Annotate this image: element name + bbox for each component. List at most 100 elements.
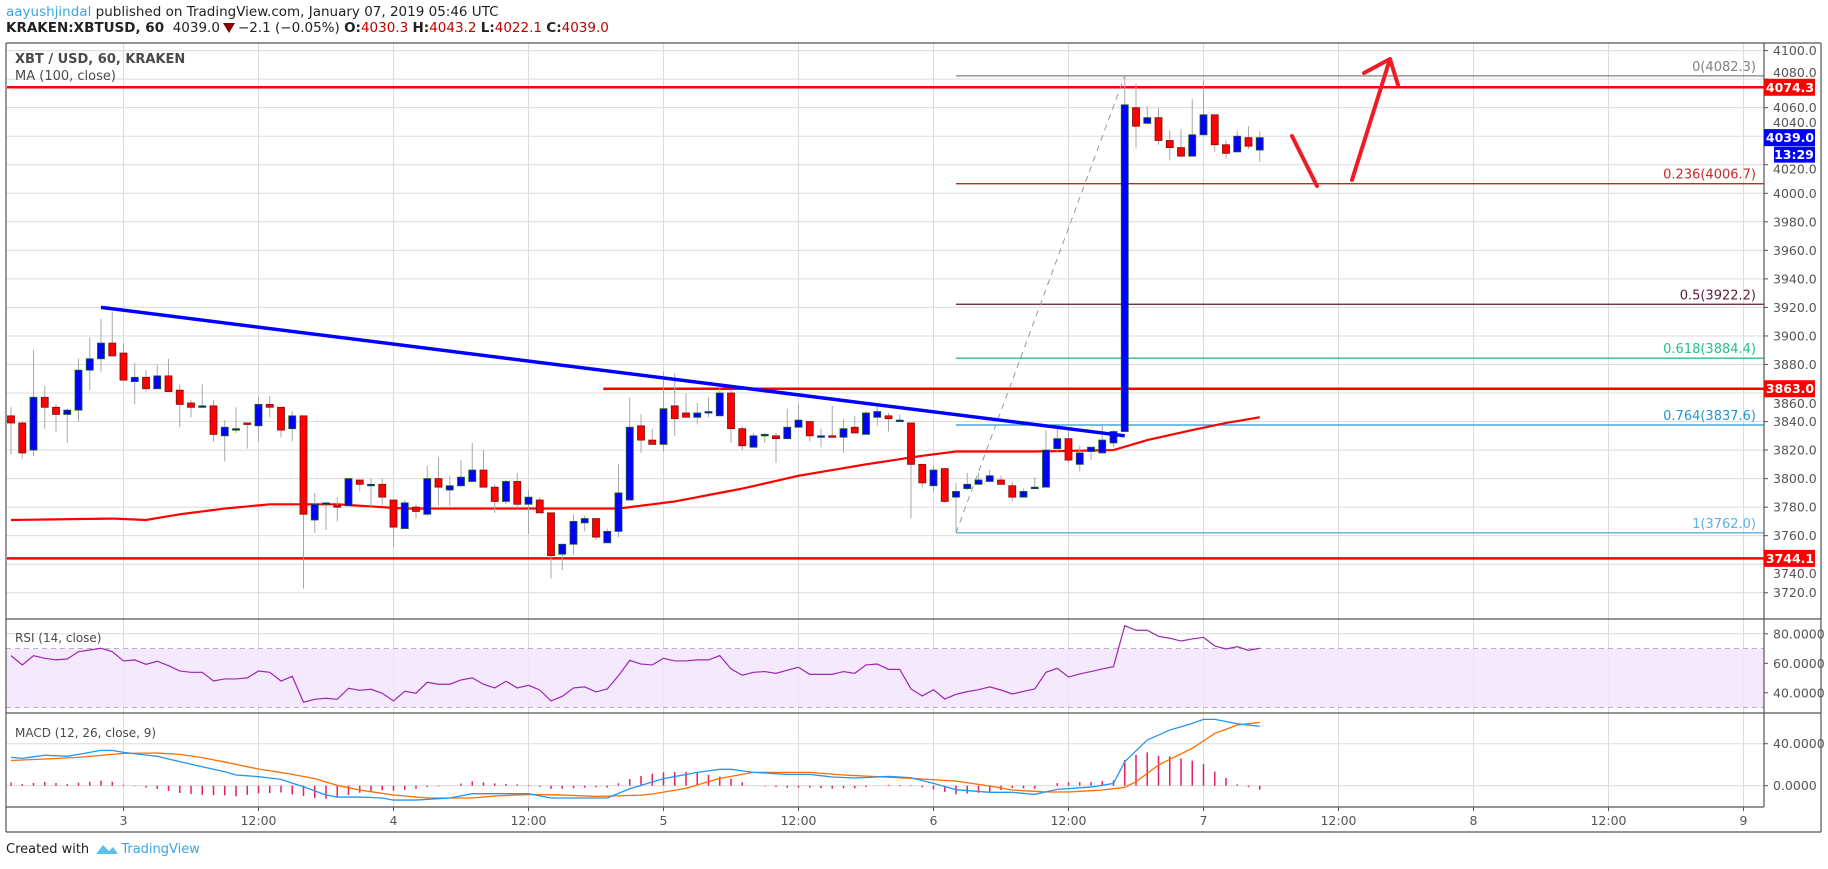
x-tick-label: 9 [1740, 813, 1748, 828]
candle-down [1222, 144, 1230, 154]
open-value: 4030.3 [360, 20, 409, 36]
candle-down [535, 499, 544, 514]
candle-up [760, 433, 769, 437]
high-label: H: [412, 20, 430, 36]
candle-up [704, 411, 713, 414]
candle-down [1154, 117, 1163, 141]
candle-down [1244, 137, 1253, 147]
candle-down [997, 479, 1005, 485]
low-value: 4022.1 [494, 20, 542, 36]
y-tick-label: 4040.0 [1773, 115, 1817, 130]
candle-down [378, 483, 387, 498]
candle-up [232, 428, 240, 431]
candle-up [625, 426, 634, 501]
candle-down [209, 405, 218, 435]
open-label: O: [344, 20, 361, 36]
candle-down [670, 405, 679, 420]
countdown-badge-bg [1774, 146, 1815, 163]
candle-up [580, 518, 589, 524]
candle-up [1053, 438, 1062, 450]
candle-down [412, 506, 420, 512]
trendline [100, 305, 1125, 438]
candle-up [344, 478, 353, 507]
candle-up [1030, 486, 1039, 490]
level-price-badge: 3744.1 [1766, 551, 1814, 566]
candle-down [592, 518, 600, 538]
author-link[interactable]: aayushjindal [6, 4, 92, 20]
candle-down [479, 469, 488, 488]
y-tick-label: 3860.0 [1773, 396, 1817, 411]
candle-up [1109, 431, 1118, 444]
candle-down [850, 426, 859, 434]
countdown-badge: 13:29 [1774, 147, 1814, 162]
indicators [10, 624, 1261, 801]
candle-up [524, 496, 533, 505]
candle-up [659, 408, 668, 445]
macd-line [10, 718, 1260, 801]
y-tick-label: 3740.0 [1773, 566, 1817, 581]
candle-up [254, 404, 263, 427]
x-tick-label: 4 [390, 813, 398, 828]
candle-down [490, 486, 499, 502]
candle-down [547, 512, 555, 557]
x-tick-label: 3 [120, 813, 128, 828]
candle-up [468, 469, 477, 482]
y-tick-label: 3840.0 [1773, 414, 1817, 429]
level-price-badge-bg [1764, 78, 1815, 96]
macd-y-tick-label: 0.0000 [1773, 778, 1817, 793]
y-tick-label: 3780.0 [1773, 500, 1817, 515]
candle-up [794, 419, 803, 428]
candle-down [1165, 140, 1174, 149]
candle-up [952, 491, 960, 498]
candle-up [1188, 134, 1197, 157]
y-tick-label: 3880.0 [1773, 357, 1817, 372]
candle-up [198, 405, 207, 408]
candle-up [445, 485, 454, 491]
candle-up [74, 369, 83, 411]
candle-up [839, 428, 848, 438]
candle-up [220, 426, 229, 437]
candle-down [277, 406, 285, 431]
candle-up [715, 392, 724, 417]
y-tick-label: 4080.0 [1773, 65, 1817, 80]
candle-up [85, 358, 94, 371]
tradingview-logo-icon [96, 845, 119, 854]
candle-down [52, 406, 60, 415]
candle-down [265, 404, 274, 408]
fibonacci-retracement: 0(4082.3) 0.236(4006.7) 0.5(3922.2) 0.618(3… [955, 60, 1764, 534]
last-price-badge: 4039.0 [1766, 130, 1815, 145]
candle-down [940, 468, 949, 502]
candle-up [569, 521, 578, 545]
candle-up [1120, 104, 1129, 432]
candle-down [1177, 147, 1185, 157]
close-label: C: [546, 20, 562, 36]
candle-down [355, 479, 364, 485]
candle-up [895, 419, 904, 423]
candle-up [29, 396, 38, 451]
candle-up [322, 502, 330, 505]
candle-up [1019, 491, 1028, 498]
rsi-legend: RSI (14, close) [15, 631, 101, 645]
y-tick-label: 3940.0 [1773, 271, 1817, 286]
candle-up [1042, 449, 1050, 488]
y-tick-label: 4020.0 [1773, 162, 1817, 177]
up-arrow-icon [1350, 57, 1400, 182]
price-change: −2.1 (−0.05%) [237, 20, 340, 36]
candle-up [558, 543, 567, 555]
publish-info: aayushjindal published on TradingView.co… [6, 4, 499, 20]
candle-up [974, 479, 983, 485]
candle-up [873, 411, 882, 418]
fib-diagonal [955, 75, 1126, 533]
tradingview-link[interactable]: TradingView [121, 842, 200, 857]
x-tick-label: 6 [930, 813, 938, 828]
candle-down [513, 481, 522, 505]
macd-y-tick-label: 40.0000 [1773, 736, 1825, 751]
candle-up [1087, 446, 1095, 452]
candle-down [299, 415, 308, 515]
candle-up [929, 469, 938, 487]
candle-up [1233, 135, 1242, 153]
candle-up [862, 412, 870, 435]
y-tick-label: 3720.0 [1773, 585, 1817, 600]
chart-title: XBT / USD, 60, KRAKEN [15, 52, 185, 67]
